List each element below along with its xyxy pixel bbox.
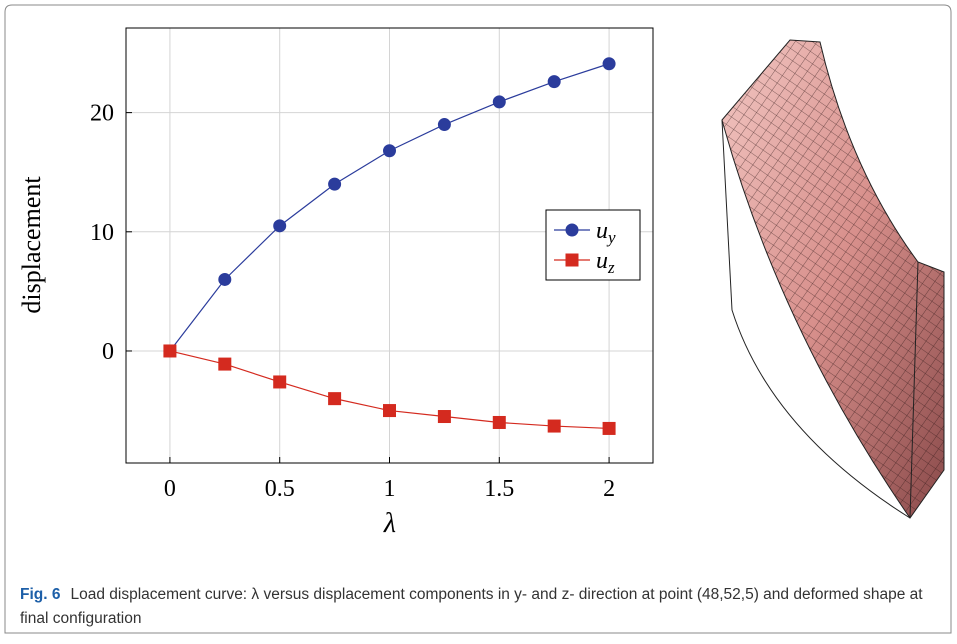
y-tick-label: 0 bbox=[102, 339, 114, 365]
marker bbox=[492, 415, 506, 429]
marker bbox=[163, 344, 177, 358]
marker bbox=[437, 118, 451, 132]
legend-box bbox=[545, 209, 641, 281]
marker bbox=[565, 223, 579, 237]
marker bbox=[383, 404, 396, 418]
y-tick-label: 10 bbox=[90, 220, 114, 246]
plot-frame bbox=[125, 27, 654, 464]
marker bbox=[547, 419, 561, 433]
deformed-shape bbox=[721, 39, 945, 519]
caption-label: Fig. 6 bbox=[20, 586, 61, 603]
marker bbox=[492, 95, 506, 109]
marker bbox=[218, 357, 232, 371]
marker bbox=[602, 57, 616, 71]
x-axis-label: λ bbox=[383, 508, 396, 539]
y-axis-label: displacement bbox=[17, 176, 46, 314]
marker bbox=[328, 177, 342, 191]
x-tick-label: 0 bbox=[164, 476, 176, 502]
caption: Fig. 6 Load displacement curve: λ versus … bbox=[20, 583, 940, 631]
marker bbox=[273, 219, 287, 233]
legend-subscript: z bbox=[607, 258, 615, 277]
x-tick-label: 1.5 bbox=[484, 476, 514, 502]
y-tick-label: 20 bbox=[90, 101, 114, 127]
frame bbox=[4, 4, 952, 634]
marker bbox=[602, 421, 616, 435]
marker bbox=[328, 392, 342, 406]
marker bbox=[273, 375, 287, 389]
marker bbox=[565, 253, 579, 267]
legend-subscript: y bbox=[606, 228, 616, 247]
marker bbox=[547, 75, 561, 89]
legend-label: uy bbox=[596, 218, 616, 247]
x-tick-label: 2 bbox=[603, 476, 615, 502]
legend-label: uz bbox=[596, 248, 615, 277]
legend-symbol: u bbox=[596, 248, 608, 274]
legend-symbol: u bbox=[596, 218, 608, 244]
marker bbox=[437, 410, 451, 424]
marker bbox=[218, 272, 232, 286]
x-tick-label: 1 bbox=[384, 476, 396, 502]
caption-text: Load displacement curve: λ versus displa… bbox=[20, 586, 923, 627]
marker bbox=[383, 144, 396, 158]
x-tick-label: 0.5 bbox=[265, 476, 295, 502]
